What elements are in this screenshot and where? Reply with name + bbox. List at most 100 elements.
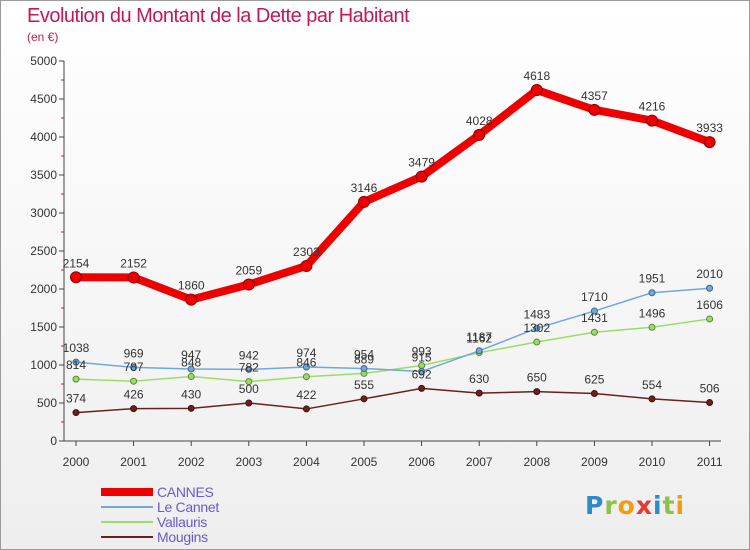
y-tick-label: 1000 [30,358,57,372]
data-label: 782 [239,361,259,375]
data-point [473,128,486,141]
data-point [70,271,82,284]
legend-label: Vallauris [157,514,207,530]
data-point [245,399,253,407]
proxiti-logo: Proxiti [585,491,686,520]
data-point [242,278,255,291]
data-label: 848 [181,356,201,370]
y-tick-label: 5000 [30,54,57,68]
data-point [127,271,140,284]
y-tick-label: 500 [37,396,57,410]
y-tick-label: 4000 [30,130,57,144]
data-label: 993 [412,345,432,359]
data-point [302,363,310,371]
x-tick-label: 2006 [408,455,435,469]
axes: 0 500 1000 1500 2000 2500 3000 3500 4000 4500 5000… [30,54,723,469]
data-point [533,324,541,332]
data-point [187,365,195,373]
data-label: 1162 [466,332,492,346]
x-tick-label: 2002 [178,455,205,469]
y-tick-label: 1500 [30,320,57,334]
x-tick-label: 2001 [120,455,147,469]
data-labels: 2154 2152 1860 2059 2303 3146 3479 4028 4618 4357… [63,69,724,406]
data-point [703,136,716,149]
y-tick-label: 0 [50,434,57,448]
data-point [130,363,138,371]
data-label: 1951 [639,272,666,286]
data-label: 889 [354,352,374,366]
data-point [358,195,370,208]
data-label: 630 [469,372,489,386]
data-point [187,404,195,412]
y-tick-label: 3000 [30,206,57,220]
legend-swatch [101,488,153,496]
data-point [648,289,656,297]
data-label: 374 [66,392,86,406]
x-tick-label: 2009 [581,455,608,469]
data-point [648,395,656,403]
data-label: 4028 [466,114,493,128]
data-label: 974 [296,346,316,360]
data-label: 915 [412,350,432,364]
data-point [187,373,195,381]
data-label: 1860 [178,279,205,293]
data-label: 692 [412,367,432,381]
data-point [590,328,598,336]
data-point [130,377,138,385]
y-tick-label: 2000 [30,282,57,296]
data-label: 814 [66,358,86,372]
data-label: 969 [124,346,144,360]
legend-label: Mougins [157,529,208,545]
data-label: 1187 [466,330,492,344]
data-label: 3146 [351,181,378,195]
y-tick-label: 2500 [30,244,57,258]
data-label: 2152 [120,256,147,270]
data-label: 554 [642,378,662,392]
data-label: 947 [181,348,201,362]
data-label: 1496 [639,306,666,320]
data-point [475,347,483,355]
series-line [75,86,711,304]
data-point [646,114,658,127]
data-point [415,170,428,183]
x-tick-label: 2005 [351,455,378,469]
data-point [588,103,601,116]
data-point [706,284,714,292]
data-label: 422 [296,388,316,402]
series-le-cannet [72,284,714,375]
chart-subtitle: (en €) [27,30,59,44]
data-point [360,395,368,403]
data-label: 1302 [523,321,550,335]
data-label: 846 [296,356,316,370]
data-label: 2010 [696,267,723,281]
data-label: 954 [354,347,374,361]
x-tick-label: 2000 [63,455,90,469]
data-point [648,323,656,331]
data-label: 625 [584,373,604,387]
data-label: 4618 [523,69,550,83]
y-tick-label: 4500 [30,92,57,106]
data-point [72,358,80,366]
data-label: 430 [181,387,201,401]
x-tick-label: 2008 [523,455,550,469]
data-label: 500 [239,382,259,396]
data-point [706,399,714,407]
data-point [590,307,598,315]
series-line [75,287,710,373]
data-label: 2154 [63,256,90,270]
data-label: 942 [239,348,259,362]
data-point [533,388,541,396]
data-label: 1038 [63,341,90,355]
series-line [75,387,710,414]
chart-title: Evolution du Montant de la Dette par Hab… [27,5,410,27]
data-label: 3479 [408,156,435,170]
data-label: 1483 [523,307,550,321]
legend-label: CANNES [157,484,214,500]
data-point [130,405,138,413]
data-label: 4216 [639,100,666,114]
data-label: 426 [124,388,144,402]
data-point [72,409,80,417]
data-point [530,84,543,97]
data-label: 555 [354,378,374,392]
